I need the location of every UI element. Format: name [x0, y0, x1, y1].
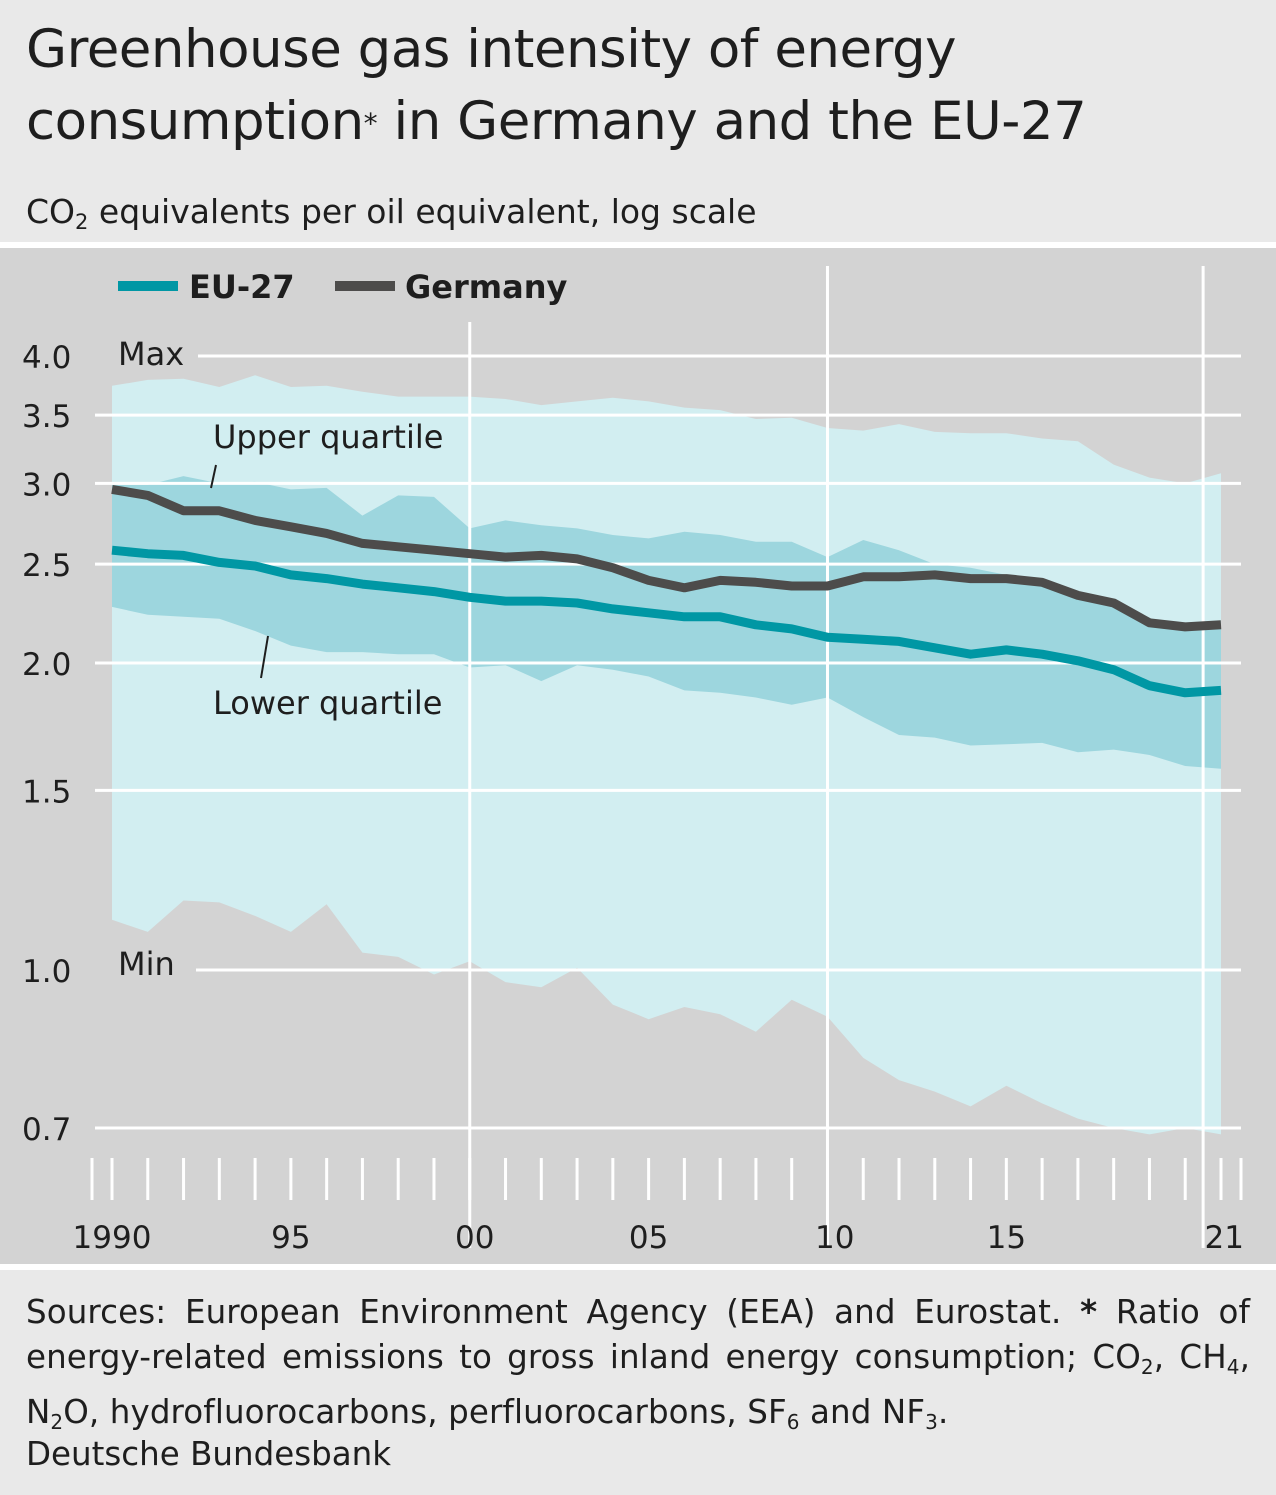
line-band-chart: 4.0 3.5 3.0 2.5 2.0 1.5 1.0 0.7 1990 95 00 05 10 15 21…	[0, 248, 1276, 1264]
annotation-upper-quartile: Upper quartile	[213, 418, 443, 456]
y-tick-label-4: 2.0	[22, 647, 71, 683]
footnote-part-1: Ratio of energy-related emissions to gro…	[26, 1293, 1250, 1376]
subtitle-rest: equivalents per oil equivalent, log scal…	[88, 192, 757, 231]
publisher: Deutsche Bundesbank	[26, 1435, 392, 1473]
legend-label-germany: Germany	[405, 268, 567, 306]
x-tick-label-00: 00	[455, 1220, 494, 1256]
title-footnote-mark: *	[363, 107, 378, 140]
subtitle-co: CO	[26, 192, 76, 231]
title-line-2-end: in Germany and the EU-27	[377, 91, 1087, 152]
legend-swatch-eu27	[118, 281, 178, 291]
footnote-sub-4: 6	[786, 1410, 800, 1434]
footnote-part-3: , N	[26, 1338, 1250, 1431]
annotation-min: Min	[118, 945, 175, 983]
chart-area: 4.0 3.5 3.0 2.5 2.0 1.5 1.0 0.7 1990 95 00 05 10 15 21…	[0, 248, 1276, 1264]
footnote-part-6: .	[937, 1393, 949, 1431]
series-line-germany	[111, 484, 1222, 632]
x-tick-label-15: 15	[987, 1220, 1026, 1256]
footnote-part-5: and NF	[799, 1393, 926, 1431]
x-tick-label-10: 10	[815, 1220, 854, 1256]
x-tick-label-21: 21	[1205, 1220, 1244, 1256]
x-tick-label-1990: 1990	[73, 1220, 152, 1256]
chart-header: Greenhouse gas intensity of energy consu…	[0, 0, 1276, 242]
lower-quartile-leader	[260, 635, 269, 679]
y-tick-label-6: 1.0	[22, 954, 71, 990]
footnote-sub-1: 2	[1140, 1355, 1154, 1379]
chart-title: Greenhouse gas intensity of energy consu…	[26, 14, 1256, 158]
legend-label-eu27: EU-27	[189, 268, 295, 306]
y-tick-label-0: 4.0	[22, 340, 71, 376]
annotation-lower-quartile: Lower quartile	[213, 684, 442, 722]
footnote-sub-5: 3	[925, 1410, 938, 1434]
series-line-eu-27	[111, 545, 1222, 698]
subtitle-subscript: 2	[75, 210, 89, 234]
x-tick-label-95: 95	[271, 1220, 310, 1256]
footnote-text: Sources: European Environment Agency (EE…	[26, 1290, 1250, 1445]
footnote-sub-3: 2	[50, 1410, 64, 1434]
footnote-sub-2: 4	[1226, 1355, 1240, 1379]
y-tick-label-1: 3.5	[22, 399, 71, 435]
footnote-part-4: O, hydrofluorocarbons, perfluorocarbons,…	[63, 1393, 787, 1431]
y-tick-label-3: 2.5	[22, 548, 71, 584]
legend-swatch-germany	[335, 281, 395, 291]
separator-bottom	[0, 1264, 1276, 1270]
chart-subtitle: CO2 equivalents per oil equivalent, log …	[26, 190, 757, 244]
y-tick-label-7: 0.7	[22, 1112, 71, 1148]
sources-text: Sources: European Environment Agency (EE…	[26, 1293, 1062, 1331]
separator-top	[0, 242, 1276, 248]
upper-quartile-leader	[210, 464, 217, 489]
y-tick-label-2: 3.0	[22, 467, 71, 503]
x-tick-label-05: 05	[629, 1220, 668, 1256]
title-line-1: Greenhouse gas intensity of energy	[26, 19, 957, 80]
annotation-max: Max	[118, 335, 184, 373]
y-tick-label-5: 1.5	[22, 774, 71, 810]
chart-footer: Sources: European Environment Agency (EE…	[0, 1270, 1276, 1495]
title-line-2-start: consumption	[26, 91, 364, 152]
footnote-mark: *	[1080, 1293, 1098, 1331]
footnote-part-2: , CH	[1153, 1338, 1227, 1376]
